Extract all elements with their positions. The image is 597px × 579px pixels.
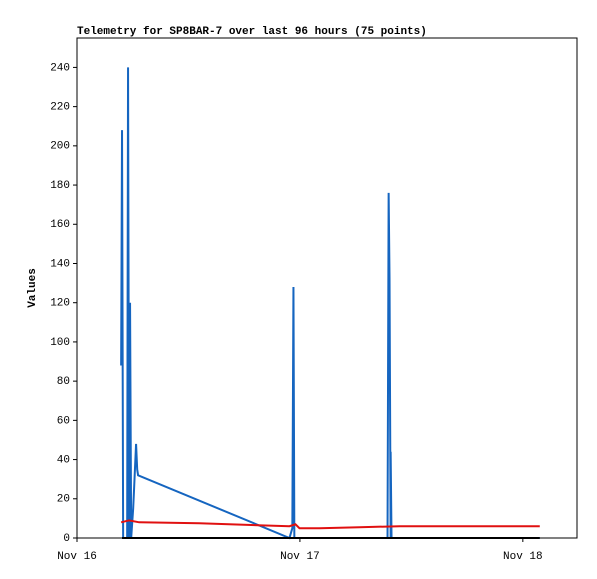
y-tick-label: 200 bbox=[50, 141, 70, 153]
series-line bbox=[120, 67, 540, 540]
y-tick-label: 240 bbox=[50, 62, 70, 74]
y-tick-label: 40 bbox=[57, 454, 70, 466]
y-tick-label: 140 bbox=[50, 258, 70, 270]
y-tick-label: 100 bbox=[50, 337, 70, 349]
y-tick-label: 220 bbox=[50, 102, 70, 114]
y-tick-label: 80 bbox=[57, 376, 70, 388]
x-tick-label: Nov 18 bbox=[503, 551, 543, 563]
y-tick-label: 120 bbox=[50, 298, 70, 310]
x-tick-label: Nov 17 bbox=[280, 551, 320, 563]
series-line bbox=[120, 519, 540, 530]
y-tick-label: 60 bbox=[57, 415, 70, 427]
y-tick-label: 0 bbox=[63, 533, 70, 545]
y-axis-label: Values bbox=[27, 268, 39, 308]
y-tick-label: 180 bbox=[50, 180, 70, 192]
x-tick-label: Nov 16 bbox=[57, 551, 97, 563]
y-tick-label: 160 bbox=[50, 219, 70, 231]
chart-title: Telemetry for SP8BAR-7 over last 96 hour… bbox=[77, 26, 427, 38]
plot-frame bbox=[76, 37, 578, 539]
y-tick-label: 20 bbox=[57, 494, 70, 506]
